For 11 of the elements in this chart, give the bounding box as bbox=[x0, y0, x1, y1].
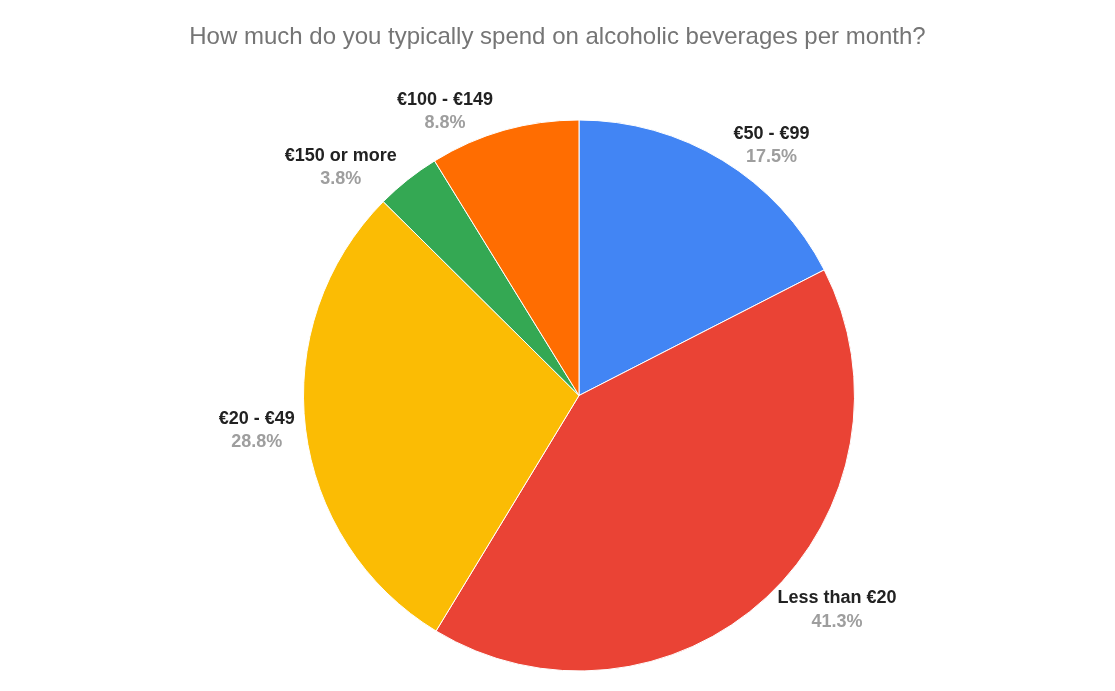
data-label: 41.3% bbox=[811, 610, 863, 631]
slice-label: €100 - €149 bbox=[397, 88, 494, 109]
chart-title: How much do you typically spend on alcoholic beverages per month? bbox=[189, 22, 926, 50]
data-label: 28.8% bbox=[231, 431, 283, 452]
data-label: 8.8% bbox=[424, 112, 466, 133]
data-label: 17.5% bbox=[746, 146, 798, 167]
slice-label: Less than €20 bbox=[777, 587, 897, 608]
slice-label: €150 or more bbox=[284, 144, 397, 165]
slice-label: €50 - €99 bbox=[733, 122, 810, 143]
slice-label: €20 - €49 bbox=[218, 407, 295, 428]
data-label: 3.8% bbox=[320, 168, 362, 189]
